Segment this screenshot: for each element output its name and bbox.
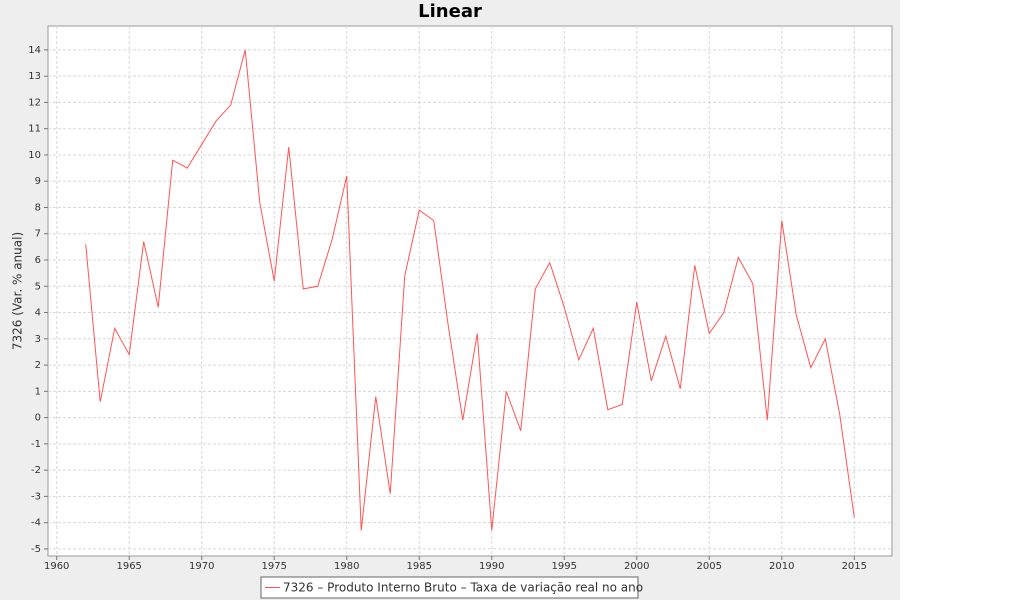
y-tick-label: 5 — [35, 281, 41, 292]
y-tick-label: 2 — [35, 360, 41, 371]
plot-area — [47, 25, 893, 557]
chart-title: Linear — [418, 1, 482, 22]
series-line — [85, 49, 855, 531]
x-tick-label: 1970 — [189, 561, 214, 572]
y-tick-label: 4 — [35, 308, 41, 319]
x-tick-label: 1960 — [44, 561, 69, 572]
x-tick-label: 2010 — [769, 561, 794, 572]
y-tick-label: 0 — [35, 413, 41, 424]
legend-label: 7326 – Produto Interno Bruto – Taxa de v… — [283, 581, 643, 595]
y-tick-label: -1 — [31, 439, 41, 450]
y-axis-label: 7326 (Var. % anual) — [11, 232, 25, 350]
y-tick-label: -3 — [31, 491, 41, 502]
y-tick-label: 10 — [28, 150, 41, 161]
x-tick-label: 1995 — [552, 561, 577, 572]
legend — [260, 576, 639, 599]
x-tick-label: 2015 — [842, 561, 867, 572]
x-tick-label: 1965 — [116, 561, 141, 572]
x-tick-label: 1990 — [479, 561, 504, 572]
y-tick-label: 8 — [35, 202, 41, 213]
x-tick-label: 1980 — [334, 561, 359, 572]
y-tick-label: 9 — [35, 176, 41, 187]
x-tick-label: 1975 — [262, 561, 287, 572]
y-tick-label: 11 — [28, 124, 41, 135]
y-tick-label: 7 — [35, 229, 41, 240]
x-tick-label: 2005 — [697, 561, 722, 572]
y-tick-label: 6 — [35, 255, 41, 266]
y-tick-label: 14 — [28, 45, 41, 56]
y-tick-label: -4 — [31, 518, 41, 529]
y-tick-label: 3 — [35, 334, 41, 345]
y-tick-label: 12 — [28, 97, 41, 108]
x-tick-label: 1985 — [407, 561, 432, 572]
y-tick-label: -5 — [31, 544, 41, 555]
y-tick-label: -2 — [31, 465, 41, 476]
y-tick-label: 1 — [35, 386, 41, 397]
y-tick-label: 13 — [28, 71, 41, 82]
x-tick-label: 2000 — [624, 561, 649, 572]
